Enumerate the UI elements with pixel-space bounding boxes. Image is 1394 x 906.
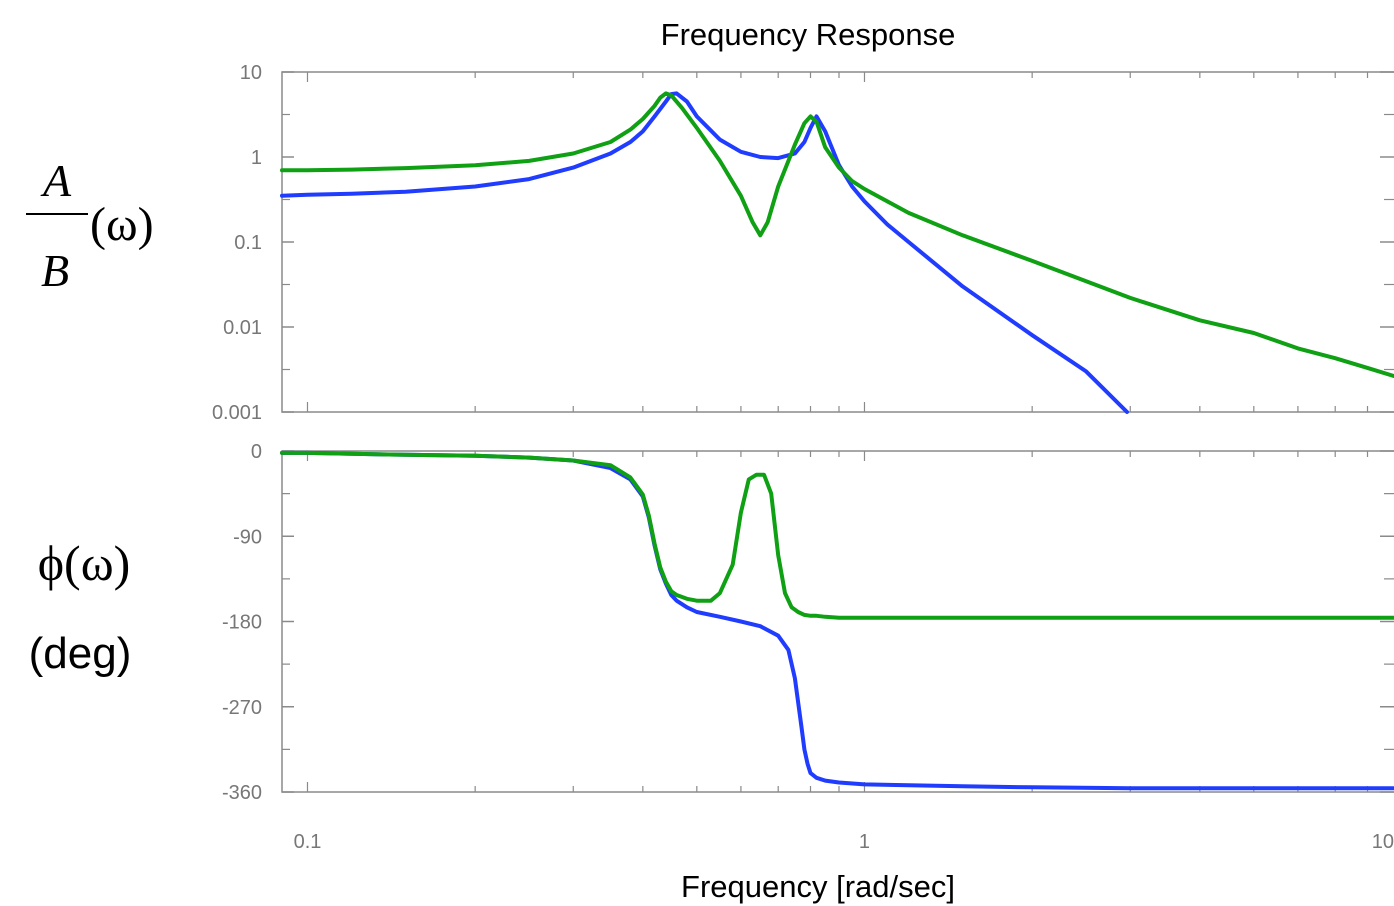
phase-ylabel: ϕ(ω) (deg) [29,535,132,678]
magnitude-ylabel-denominator: B [41,245,69,296]
series-line-blue [280,450,1394,791]
magnitude-y-ticks: 10 1 0.1 0.01 0.001 [212,62,1394,424]
y-tick-label: -360 [222,782,262,804]
magnitude-plot-frame [281,71,1394,413]
phase-series [280,450,1394,791]
y-tick-label: -180 [222,612,262,634]
phase-ylabel-line1: ϕ(ω) [38,535,131,591]
magnitude-panel: 10 1 0.1 0.01 0.001 [212,62,1394,424]
y-tick-label: -270 [222,697,262,719]
phase-panel: 0 -90 -180 -270 -360 [222,441,1394,804]
x-tick-label: 1 [859,831,870,853]
y-tick-label: 0 [251,441,262,463]
y-tick-label: 0.01 [223,317,262,339]
y-tick-label: -90 [233,526,262,548]
magnitude-series [280,91,1394,414]
y-tick-label: 1 [251,147,262,169]
phase-axes [281,450,1394,793]
phase-x-ticks [306,451,1369,792]
magnitude-x-ticks [306,72,1369,412]
series-line-green [280,91,1394,379]
y-tick-label: 10 [240,62,262,84]
phase-y-ticks: 0 -90 -180 -270 -360 [222,441,1394,804]
y-tick-label: 0.1 [234,232,262,254]
y-tick-label: 0.001 [212,402,262,424]
x-tick-label: 0.1 [294,831,322,853]
chart-title: Frequency Response [661,17,956,52]
magnitude-ylabel: A B (ω) [26,155,154,296]
x-tick-labels: 0.1 1 10 [294,831,1394,853]
magnitude-ylabel-numerator: A [40,155,72,206]
magnitude-axes [281,71,1394,413]
phase-plot-frame [281,450,1394,793]
x-tick-label: 10 [1372,831,1394,853]
series-line-green [280,450,1394,620]
magnitude-ylabel-suffix: (ω) [90,198,154,251]
x-axis-label: Frequency [rad/sec] [681,869,955,904]
phase-ylabel-line2: (deg) [29,629,132,678]
series-line-blue [280,91,1129,414]
